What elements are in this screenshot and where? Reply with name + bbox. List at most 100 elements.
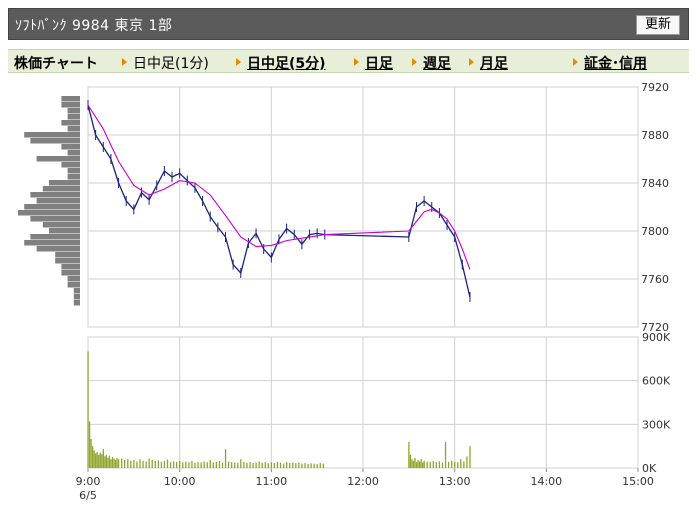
- volume-bar: [276, 461, 279, 468]
- volume-bar: [237, 462, 239, 468]
- tab-daily-label: 日足: [365, 56, 393, 72]
- volume-profile-bar: [67, 276, 80, 282]
- volume-bar: [289, 463, 291, 468]
- volume-profile: [18, 96, 80, 306]
- volume-bar: [307, 463, 309, 468]
- volume-bar: [215, 461, 218, 468]
- volume-bar: [182, 462, 184, 468]
- volume-bar: [139, 459, 141, 468]
- volume-bar: [96, 451, 98, 468]
- tab-weekly-label: 週足: [423, 56, 451, 72]
- tab-monthly[interactable]: 月足: [469, 53, 508, 73]
- arrow-icon: [236, 58, 241, 66]
- volume-bar: [124, 459, 126, 468]
- volume-profile-bar: [61, 102, 80, 108]
- volume-bar: [93, 450, 95, 468]
- volume-profile-bar: [18, 210, 80, 216]
- tab-intraday-1min[interactable]: 日中足(1分): [122, 53, 209, 73]
- volume-bar: [441, 462, 444, 468]
- volume-bar: [267, 463, 269, 468]
- volume-tick-label: 900K: [642, 331, 671, 344]
- volume-profile-bar: [24, 204, 80, 210]
- volume-bar: [221, 462, 224, 468]
- volume-profile-bar: [67, 114, 80, 120]
- volume-tick-label: 600K: [642, 375, 671, 388]
- tab-intraday-5min-label: 日中足(5分): [247, 56, 326, 72]
- volume-bar: [234, 462, 236, 468]
- volume-bar: [160, 461, 163, 468]
- volume-bar: [286, 462, 288, 468]
- volume-bar: [130, 460, 132, 468]
- volume-bar: [249, 462, 251, 468]
- volume-profile-bar: [67, 174, 80, 180]
- date-label: 6/5: [79, 489, 97, 502]
- volume-bar: [87, 351, 89, 468]
- volume-profile-bar: [61, 120, 80, 126]
- tab-monthly-label: 月足: [480, 56, 508, 72]
- volume-bar: [227, 461, 230, 468]
- volume-bar: [304, 463, 306, 468]
- volume-bar: [243, 461, 245, 468]
- volume-bar: [121, 458, 123, 468]
- volume-bar: [415, 462, 418, 468]
- volume-bar: [255, 462, 257, 468]
- volume-bar: [142, 460, 144, 468]
- volume-bar: [460, 459, 462, 468]
- volume-bar: [114, 459, 117, 468]
- volume-bar: [438, 461, 441, 468]
- volume-bar: [102, 449, 104, 468]
- volume-profile-bar: [73, 294, 80, 300]
- volume-bar: [417, 459, 419, 468]
- volume-bar: [212, 462, 214, 468]
- volume-bar: [163, 460, 166, 468]
- volume-bar: [98, 454, 100, 468]
- volume-bar: [261, 462, 263, 468]
- volume-profile-bar: [30, 216, 80, 222]
- volume-bar: [412, 460, 415, 468]
- title-bar: ｿﾌﾄﾊﾞﾝｸ 9984 東京 1部 更新: [8, 8, 689, 40]
- volume-bar: [421, 462, 424, 468]
- volume-bar: [203, 461, 205, 468]
- volume-profile-bar: [30, 192, 80, 198]
- volume-bar: [231, 462, 233, 468]
- volume-profile-bar: [30, 234, 80, 240]
- volume-bar: [466, 456, 468, 468]
- price-tick-label: 7840: [641, 177, 669, 190]
- price-tick-label: 7880: [641, 129, 669, 142]
- volume-profile-bar: [36, 198, 80, 204]
- volume-bar: [194, 462, 196, 468]
- volume-profile-bar: [67, 150, 80, 156]
- update-button[interactable]: 更新: [635, 15, 680, 35]
- volume-bar: [457, 462, 459, 468]
- x-tick-label: 10:00: [164, 475, 196, 488]
- arrow-icon: [469, 58, 474, 66]
- volume-bar: [408, 441, 410, 468]
- volume-bar: [463, 461, 465, 468]
- volume-bar: [166, 459, 169, 468]
- price-tick-label: 7800: [641, 225, 669, 238]
- price-plot: [87, 100, 471, 302]
- x-tick-label: 11:00: [255, 475, 287, 488]
- tab-intraday-5min[interactable]: 日中足(5分): [236, 53, 326, 73]
- volume-profile-bar: [67, 126, 80, 132]
- tab-margin[interactable]: 証金･信用: [573, 53, 647, 73]
- volume-bar: [99, 452, 101, 468]
- volume-profile-bar: [61, 144, 80, 150]
- volume-bar: [127, 459, 129, 468]
- volume-bar: [116, 457, 118, 468]
- tab-weekly[interactable]: 週足: [412, 53, 451, 73]
- volume-bar: [246, 462, 248, 468]
- volume-profile-bar: [42, 186, 80, 192]
- volume-profile-bar: [30, 138, 80, 144]
- volume-bar: [176, 461, 178, 468]
- volume-bar: [169, 462, 172, 468]
- volume-bar: [454, 461, 456, 468]
- volume-bar: [105, 454, 108, 468]
- volume-bar: [88, 421, 91, 468]
- volume-bar: [133, 459, 135, 468]
- volume-profile-bar: [36, 156, 80, 162]
- tab-daily[interactable]: 日足: [354, 53, 393, 73]
- volume-bar: [104, 456, 106, 468]
- volume-bar: [95, 453, 97, 468]
- volume-bar: [313, 463, 315, 468]
